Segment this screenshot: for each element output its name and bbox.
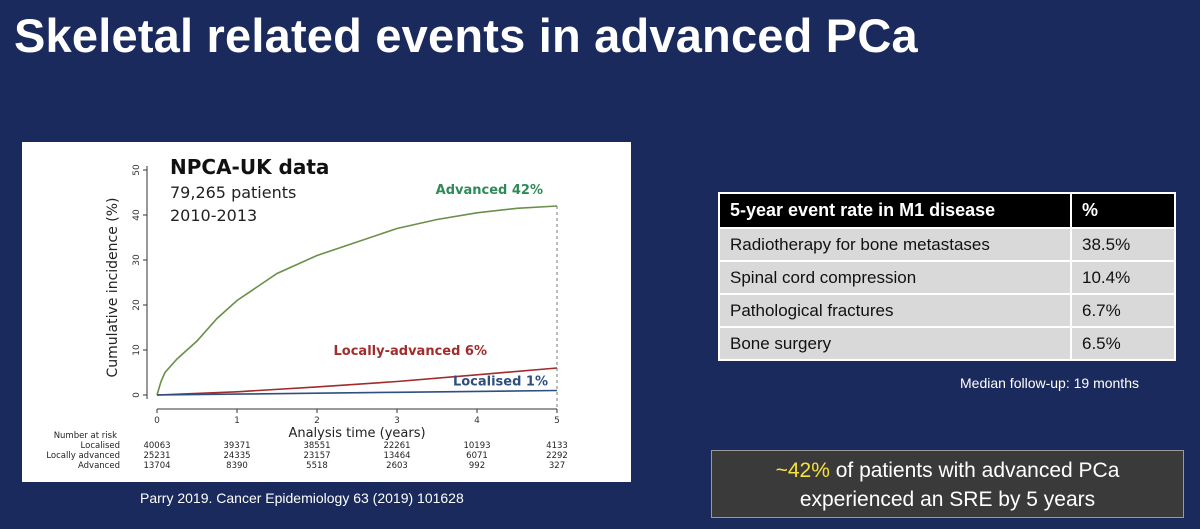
risk-table-value: 10193 [463, 441, 490, 451]
callout-line-1: ~42% of patients with advanced PCa [712, 456, 1183, 485]
event-rate: 10.4% [1070, 260, 1176, 295]
event-rate-table-header: 5-year event rate in M1 disease % [718, 192, 1176, 229]
x-tick-label: 4 [474, 416, 480, 426]
event-name: Spinal cord compression [718, 260, 1072, 295]
event-rate: 38.5% [1070, 227, 1176, 262]
event-name: Radiotherapy for bone metastases [718, 227, 1072, 262]
risk-table-value: 4133 [546, 441, 568, 451]
y-axis-label: Cumulative incidence (%) [105, 197, 121, 377]
chart-title: NPCA-UK data [170, 155, 329, 179]
x-tick-label: 2 [314, 416, 320, 426]
risk-table-value: 6071 [466, 451, 488, 461]
risk-table-row-label: Localised [81, 441, 120, 451]
risk-table-value: 13464 [383, 451, 410, 461]
header-percent: % [1070, 192, 1176, 229]
y-tick-label: 30 [132, 254, 142, 266]
callout-text-1: of patients with advanced PCa [829, 459, 1120, 482]
table-row: Radiotherapy for bone metastases 38.5% [718, 227, 1176, 262]
risk-table-value: 22261 [383, 441, 410, 451]
series-line-localised [156, 389, 558, 396]
risk-table-value: 2292 [546, 451, 568, 461]
series-end-label: Localised 1% [453, 375, 548, 390]
y-tick-label: 0 [132, 392, 142, 398]
table-row: Pathological fractures 6.7% [718, 293, 1176, 328]
key-finding-callout: ~42% of patients with advanced PCa exper… [711, 450, 1184, 518]
risk-table-value: 25231 [143, 451, 170, 461]
risk-table-value: 8390 [226, 461, 248, 471]
series-line-locally-advanced [156, 367, 558, 396]
risk-table-row-label: Advanced [78, 461, 120, 471]
event-name: Pathological fractures [718, 293, 1072, 328]
follow-up-note: Median follow-up: 19 months [960, 375, 1139, 391]
risk-table-value: 992 [469, 461, 485, 471]
y-tick-label: 50 [132, 164, 142, 176]
y-tick-label: 10 [132, 344, 142, 356]
risk-table-header: Number at risk [54, 431, 117, 441]
x-tick-label: 5 [554, 416, 560, 426]
header-event: 5-year event rate in M1 disease [718, 192, 1072, 229]
series-end-label: Advanced 42% [436, 183, 543, 198]
risk-table-value: 24335 [223, 451, 250, 461]
callout-line-2: experienced an SRE by 5 years [799, 488, 1096, 511]
chart-subtitle-line: 2010-2013 [170, 206, 257, 225]
risk-table-value: 23157 [303, 451, 330, 461]
event-name: Bone surgery [718, 326, 1072, 361]
x-axis-label: Analysis time (years) [288, 426, 425, 441]
event-rate-table: 5-year event rate in M1 disease % Radiot… [718, 192, 1176, 361]
risk-table-value: 5518 [306, 461, 328, 471]
callout-highlight: ~42% [775, 459, 830, 482]
risk-table-value: 2603 [386, 461, 408, 471]
risk-table-value: 327 [549, 461, 565, 471]
incidence-chart-svg: 0 10 20 30 40 50 0 1 2 3 4 5 Cumulative incidence (%… [46, 155, 568, 471]
event-rate: 6.5% [1070, 326, 1176, 361]
incidence-chart: 0 10 20 30 40 50 0 1 2 3 4 5 Cumulative incidence (%… [22, 142, 631, 482]
y-tick-label: 40 [132, 209, 142, 221]
risk-table-value: 39371 [223, 441, 250, 451]
table-row: Spinal cord compression 10.4% [718, 260, 1176, 295]
risk-table-value: 40063 [143, 441, 170, 451]
risk-table-row-label: Locally advanced [46, 451, 120, 461]
x-tick-label: 3 [394, 416, 400, 426]
risk-table-value: 13704 [143, 461, 170, 471]
risk-table-value: 38551 [303, 441, 330, 451]
series-end-label: Locally-advanced 6% [334, 344, 487, 359]
slide-title: Skeletal related events in advanced PCa [14, 9, 918, 62]
series-line-advanced [156, 205, 558, 396]
x-tick-label: 0 [154, 416, 160, 426]
event-rate: 6.7% [1070, 293, 1176, 328]
y-tick-label: 20 [132, 299, 142, 311]
source-citation: Parry 2019. Cancer Epidemiology 63 (2019… [140, 490, 464, 506]
table-row: Bone surgery 6.5% [718, 326, 1176, 361]
chart-subtitle-line: 79,265 patients [170, 183, 296, 202]
x-tick-label: 1 [234, 416, 240, 426]
